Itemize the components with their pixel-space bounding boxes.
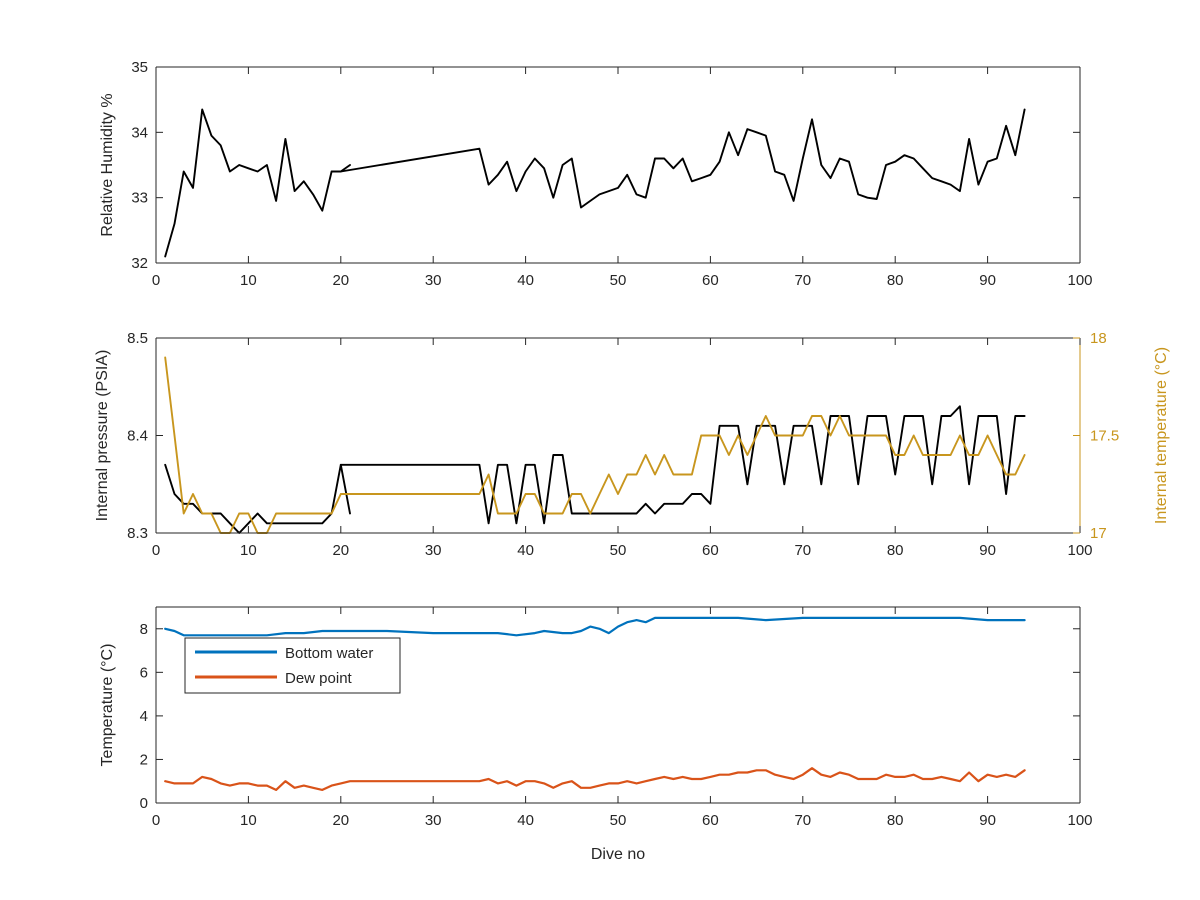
y-tick-label: 33 <box>131 190 148 207</box>
series-line-right-axis-seg-1 <box>164 356 1026 534</box>
x-tick-label: 80 <box>887 812 904 829</box>
y-axis-label: Internal pressure (PSIA) <box>94 350 111 522</box>
x-tick-label: 20 <box>332 812 349 829</box>
y-right-tick-label: 18 <box>1090 330 1107 347</box>
x-tick-label: 50 <box>610 542 627 559</box>
x-tick-label: 80 <box>887 542 904 559</box>
x-tick-label: 30 <box>425 542 442 559</box>
y-axis-label: Temperature (°C) <box>99 644 116 767</box>
x-tick-label: 10 <box>240 812 257 829</box>
x-tick-label: 20 <box>332 272 349 289</box>
legend-label: Bottom water <box>285 645 373 662</box>
legend-label: Dew point <box>285 670 353 687</box>
x-tick-label: 60 <box>702 812 719 829</box>
y-tick-label: 8.4 <box>127 428 148 445</box>
x-tick-label: 40 <box>517 542 534 559</box>
x-tick-label: 0 <box>152 812 160 829</box>
x-tick-label: 80 <box>887 272 904 289</box>
x-tick-label: 10 <box>240 542 257 559</box>
x-tick-label: 50 <box>610 272 627 289</box>
y-tick-label: 0 <box>140 795 148 812</box>
plot-area <box>156 67 1080 263</box>
x-tick-label: 30 <box>425 812 442 829</box>
y-right-tick-label: 17.5 <box>1090 428 1119 445</box>
y-tick-label: 8.3 <box>127 525 148 542</box>
panel-1: 0 10 20 30 40 50 60 70 80 90 100 32 33 34 35 Relative H… <box>99 59 1093 289</box>
series-line-left-axis-seg-2 <box>339 108 1026 209</box>
plot-area <box>156 338 1080 533</box>
x-tick-label: 60 <box>702 542 719 559</box>
x-tick-label: 60 <box>702 272 719 289</box>
x-tick-label: 90 <box>979 272 996 289</box>
series-line-dew-point-seg-1 <box>164 767 1026 792</box>
series-line-left-axis-seg-1 <box>164 463 351 534</box>
panel-2: 0 10 20 30 40 50 60 70 80 90 100 8.3 8.4 8.5 17 17.5 18 I… <box>94 330 1170 559</box>
y-tick-label: 2 <box>140 751 148 768</box>
x-axis-label: Dive no <box>591 846 645 863</box>
x-tick-label: 90 <box>979 812 996 829</box>
y-tick-label: 34 <box>131 124 148 141</box>
x-tick-label: 40 <box>517 812 534 829</box>
y-tick-label: 6 <box>140 664 148 681</box>
x-tick-label: 0 <box>152 272 160 289</box>
series-line-left-axis-seg-2 <box>339 405 1026 525</box>
legend: Bottom water Dew point <box>184 637 401 694</box>
x-tick-label: 20 <box>332 542 349 559</box>
x-tick-label: 90 <box>979 542 996 559</box>
y-right-tick-label: 17 <box>1090 525 1107 542</box>
y-tick-label: 8.5 <box>127 330 148 347</box>
series-line-bottom-water-seg-1 <box>164 616 1026 637</box>
panel-3: 0 10 20 30 40 50 60 70 80 90 100 0 2 4 6 8 Temperature (… <box>99 606 1093 863</box>
x-tick-label: 100 <box>1067 542 1092 559</box>
x-tick-label: 30 <box>425 272 442 289</box>
x-tick-label: 100 <box>1067 272 1092 289</box>
legend-box <box>184 637 401 694</box>
y-tick-label: 32 <box>131 255 148 272</box>
y-axis-right-label: Internal temperature (°C) <box>1153 347 1170 524</box>
plot-area <box>156 607 1080 803</box>
x-tick-label: 50 <box>610 812 627 829</box>
x-tick-label: 40 <box>517 272 534 289</box>
x-tick-label: 70 <box>794 542 811 559</box>
y-tick-label: 4 <box>140 708 148 725</box>
x-tick-label: 70 <box>794 272 811 289</box>
y-tick-label: 35 <box>131 59 148 76</box>
x-tick-label: 70 <box>794 812 811 829</box>
series-line-left-axis-seg-1 <box>164 108 351 258</box>
x-tick-label: 10 <box>240 272 257 289</box>
x-tick-label: 0 <box>152 542 160 559</box>
y-tick-label: 8 <box>140 621 148 638</box>
x-tick-label: 100 <box>1067 812 1092 829</box>
y-axis-label: Relative Humidity % <box>99 93 116 236</box>
